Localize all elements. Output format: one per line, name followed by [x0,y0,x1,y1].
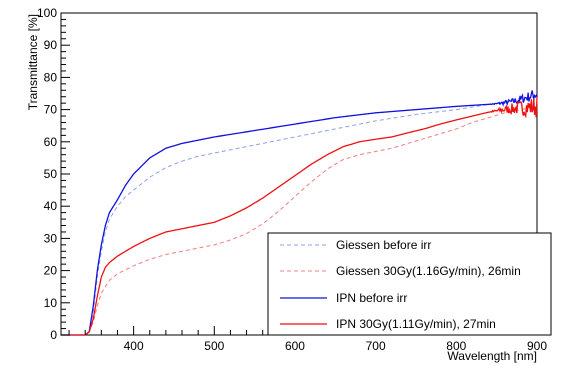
y-tick-label: 80 [44,70,58,84]
y-tick-label: 20 [44,264,58,278]
x-tick-label: 600 [285,339,305,353]
y-tick-label: 40 [44,199,58,213]
axis-layer: 0 10 20 30 40 50 60 70 80 90 100 400 500 600 700 800 900 [37,6,547,353]
series-line-ipn-before-irr [61,90,538,336]
series-line-giessen-before-irr [61,96,538,336]
y-axis-label: Transmittance [%] [26,14,40,110]
legend: Giessen before irr Giessen 30Gy(1.16Gy/mi… [267,232,552,336]
y-tick-label: 100 [37,6,57,20]
legend-label: Giessen before irr [336,238,431,252]
x-tick-label: 700 [366,339,386,353]
legend-label: IPN before irr [336,291,407,305]
y-tick-label: 70 [44,103,58,117]
y-tick-label: 90 [44,38,58,52]
x-tick-label: 900 [527,339,547,353]
y-tick-label: 0 [50,328,57,342]
series-line-ipn-30gy-1-11gy-min-27min [61,97,538,336]
x-axis-label: Wavelength [nm] [447,349,537,363]
y-tick-label: 60 [44,135,58,149]
legend-label: IPN 30Gy(1.11Gy/min), 27min [336,317,496,331]
y-tick-label: 10 [44,296,58,310]
series-line-giessen-30gy-1-16gy-min-26min [61,105,538,336]
x-tick-label: 500 [204,339,224,353]
y-tick-label: 50 [44,167,58,181]
x-tick-label: 400 [124,339,144,353]
series-layer [61,90,538,336]
legend-label: Giessen 30Gy(1.16Gy/min), 26min [336,264,521,278]
y-tick-label: 30 [44,231,58,245]
legend-box [267,232,552,336]
x-tick-label: 800 [446,339,466,353]
